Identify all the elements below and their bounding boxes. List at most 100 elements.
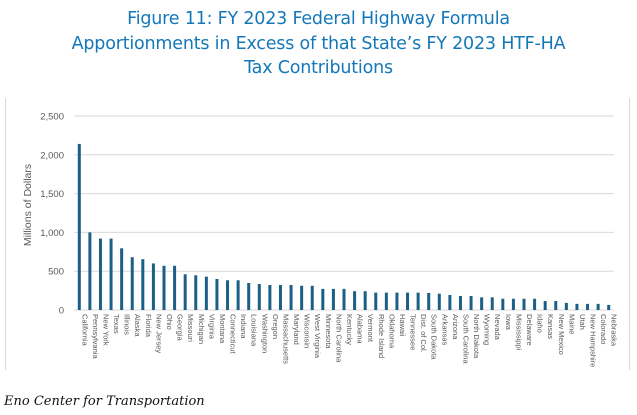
chart-frame [5, 98, 630, 370]
x-tick-label: Connecticut [229, 314, 238, 355]
x-tick-label: Maryland [292, 314, 301, 345]
bar-north-dakota [469, 296, 473, 310]
bar-nevada [490, 297, 494, 310]
bar-rhode-island [374, 292, 378, 310]
x-tick-label: Pennsylvania [91, 314, 100, 359]
x-tick-label: Montana [218, 314, 227, 344]
bar-west-virginia [310, 285, 314, 310]
bar-south-dakota [427, 292, 431, 310]
bar-delaware [522, 298, 526, 310]
bar-arkansas [437, 293, 441, 310]
y-tick-label: 1,500 [40, 189, 64, 200]
x-tick-label: Vermont [366, 314, 375, 343]
bar-michigan [194, 275, 198, 310]
x-tick-label: Michigan [197, 314, 206, 344]
bar-maryland [289, 285, 293, 310]
x-tick-label: Massachusetts [281, 314, 290, 364]
y-tick-labels: 0 500 1,000 1,500 2,000 2,500 [40, 112, 64, 317]
x-tick-label: Nevada [493, 314, 502, 341]
bar-nebraska [607, 304, 611, 310]
x-tick-label: Arkansas [440, 314, 449, 346]
bar-iowa [501, 298, 505, 310]
x-tick-label: Missouri [186, 314, 195, 342]
x-tick-label: New Jersey [154, 314, 163, 353]
x-tick-label: Minnesota [324, 314, 333, 349]
bar-mississippi [511, 298, 515, 310]
bar-kansas [543, 301, 547, 310]
x-tick-label: Maine [567, 314, 576, 334]
bar-vermont [363, 291, 367, 310]
bar-north-carolina [331, 288, 335, 310]
x-tick-label: Louisiana [250, 314, 259, 347]
x-tick-label: Ohio [165, 314, 174, 330]
bar-washington [257, 284, 261, 310]
figure-title-line-1: Figure 11: FY 2023 Federal Highway Formu… [127, 9, 510, 29]
figure-title-line-2: Apportionments in Excess of that State’s… [71, 33, 566, 54]
x-tick-label: Utah [578, 314, 587, 330]
x-tick-label: Oregon [271, 314, 280, 339]
x-tick-label: Mississippi [514, 314, 523, 351]
bar-hawaii [395, 292, 399, 310]
x-tick-label: Alaska [133, 314, 142, 337]
x-tick-label: Wisconsin [303, 314, 312, 348]
bar-new-jersey [151, 263, 155, 310]
y-tick-label: 0 [59, 306, 64, 317]
x-tick-label: Iowa [504, 314, 513, 331]
bar-georgia [173, 265, 177, 310]
x-tick-label: Rhode Island [377, 314, 386, 358]
x-tick-label: North Dakota [472, 314, 481, 359]
x-tick-label: New Hampshire [589, 314, 598, 367]
x-tick-label: South Dakota [430, 314, 439, 360]
y-axis-title: Millions of Dollars [22, 164, 34, 246]
bar-oklahoma [384, 292, 388, 310]
bar-new-mexico [554, 301, 558, 310]
x-tick-label: New York [101, 314, 110, 346]
bars [77, 143, 611, 310]
x-tick-label: West Virginia [313, 314, 322, 359]
x-tick-label: Kentucky [345, 314, 354, 345]
bar-wisconsin [300, 285, 304, 310]
bar-dist-of-col [416, 292, 420, 310]
bar-south-carolina [458, 296, 462, 310]
bar-arizona [448, 295, 452, 310]
bar-montana [215, 278, 219, 310]
bar-tennessee [406, 292, 410, 310]
x-tick-label: North Carolina [334, 314, 343, 363]
y-tick-label: 1,000 [40, 228, 64, 239]
bar-louisiana [247, 282, 251, 310]
bar-massachusetts [278, 285, 282, 310]
x-tick-label: Florida [144, 314, 153, 338]
bar-alabama [353, 291, 357, 310]
bar-colorado [596, 303, 600, 310]
bar-pennsylvania [88, 232, 92, 310]
figure-title: Figure 11: FY 2023 Federal Highway Formu… [0, 7, 637, 81]
y-tick-label: 2,500 [40, 112, 64, 123]
bar-kentucky [342, 288, 346, 310]
bar-alaska [130, 257, 134, 310]
x-tick-label: Tennessee [409, 314, 418, 350]
x-tick-label: Wyoming [483, 314, 492, 345]
bar-virginia [204, 276, 208, 310]
x-tick-label: Texas [112, 314, 121, 334]
x-tick-labels: California Pennsylvania New York Texas Illin… [80, 314, 618, 367]
bar-missouri [183, 274, 187, 310]
bar-illinois [120, 248, 124, 310]
bar-minnesota [321, 288, 325, 310]
bar-oregon [268, 285, 272, 310]
bar-idaho [533, 298, 537, 310]
x-tick-label: Oklahoma [387, 314, 396, 349]
x-tick-label: Kansas [546, 314, 555, 339]
x-tick-label: California [80, 314, 89, 347]
x-tick-label: New Mexico [557, 314, 566, 355]
x-tick-label: Alabama [356, 314, 365, 344]
x-tick-label: Arizona [451, 314, 460, 340]
bar-maine [564, 302, 568, 310]
bar-connecticut [226, 280, 230, 310]
bar-new-york [98, 238, 102, 310]
bar-wyoming [480, 297, 484, 310]
bar-california [77, 143, 81, 310]
bar-new-hampshire [586, 303, 590, 310]
gridlines [74, 115, 614, 311]
x-tick-label: Dist. of Col. [419, 314, 428, 353]
